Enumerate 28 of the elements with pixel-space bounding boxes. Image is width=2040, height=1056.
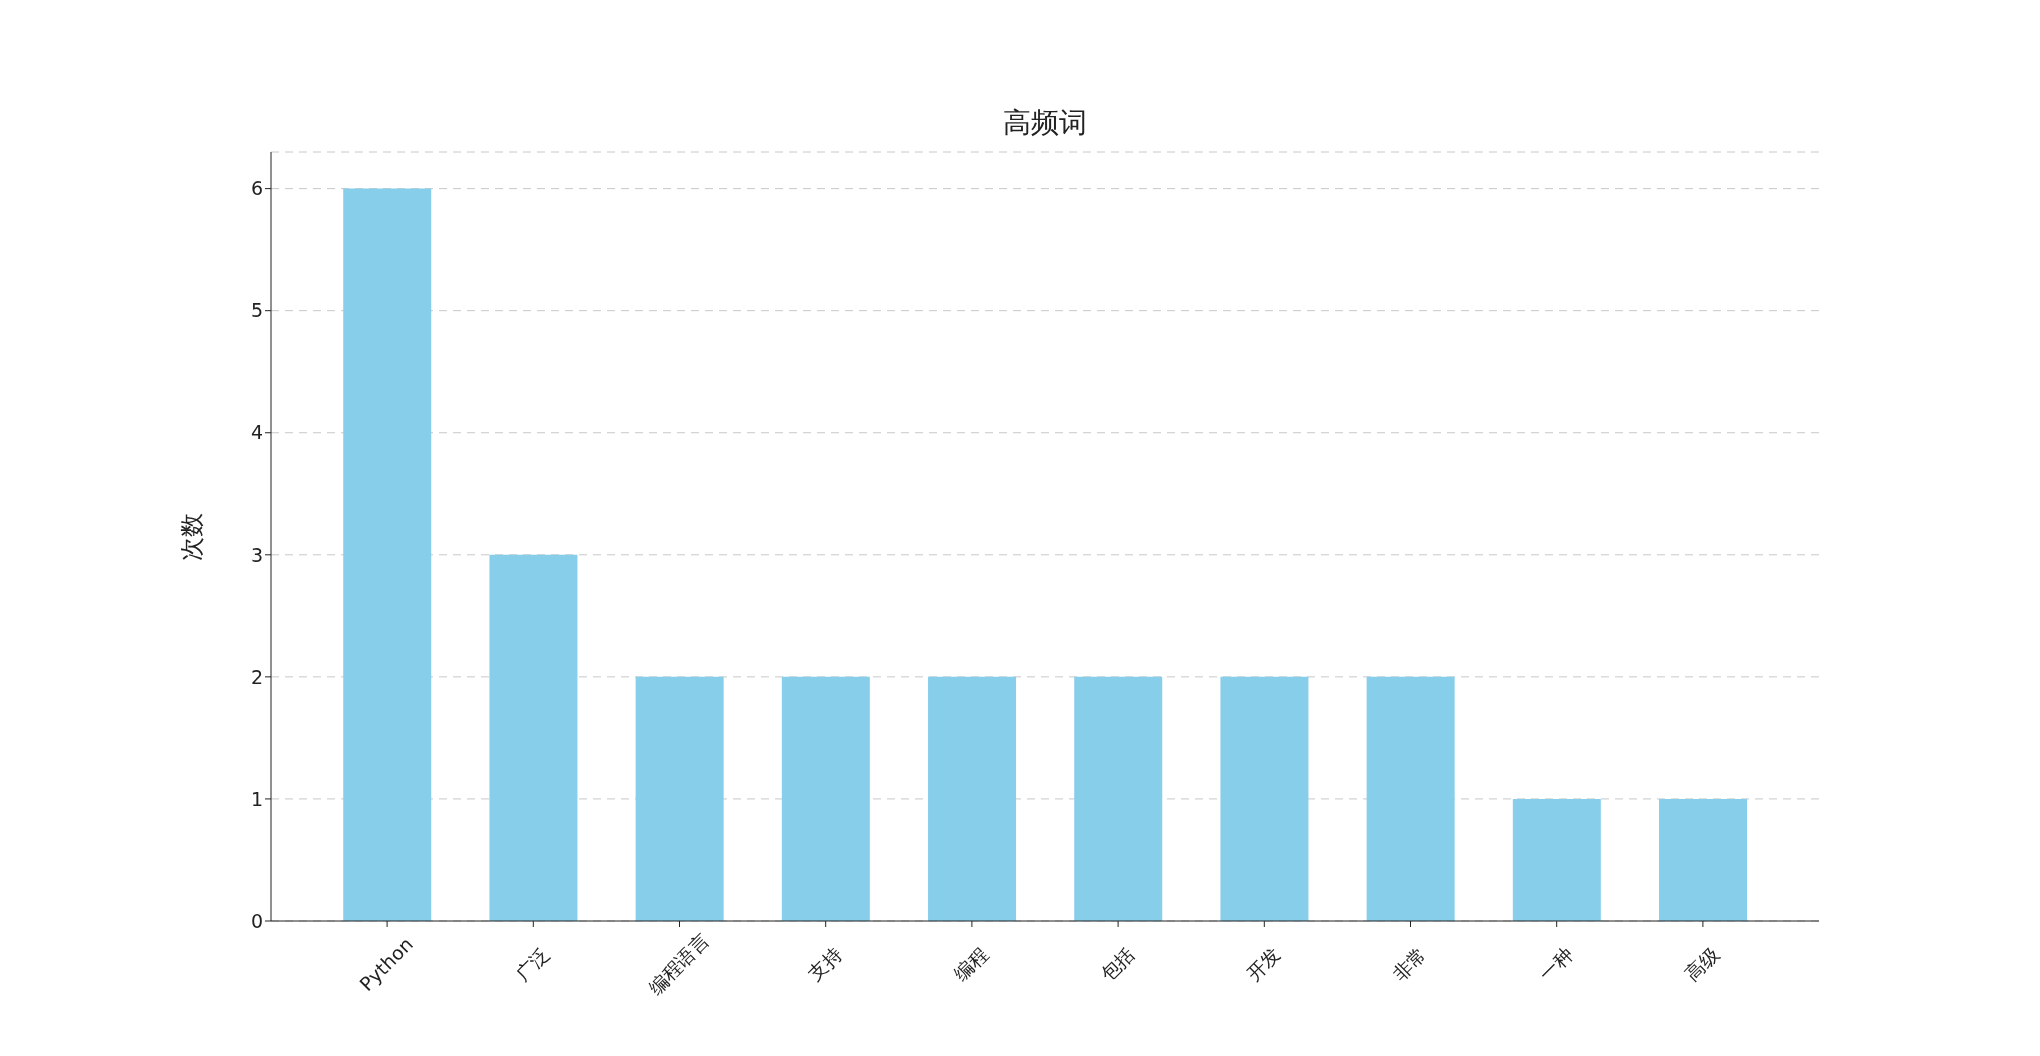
- bar: [1366, 676, 1455, 921]
- y-tick-label: 6: [250, 177, 263, 200]
- bar: [1074, 676, 1163, 921]
- bar: [489, 554, 578, 921]
- bar: [1512, 798, 1601, 921]
- y-axis-title: 次数: [177, 512, 206, 561]
- bar: [781, 676, 870, 921]
- chart-title: 高频词: [1002, 105, 1088, 141]
- y-tick-label: 4: [250, 421, 263, 444]
- x-tick-label: 编程语言: [643, 929, 714, 999]
- x-tick-label: 包括: [1095, 942, 1139, 986]
- y-tick-label: 2: [250, 665, 263, 688]
- x-tick-label: 一种: [1534, 942, 1577, 986]
- y-tick-label: 3: [250, 543, 263, 566]
- y-tick-label: 1: [250, 787, 263, 810]
- x-tick-label: 支持: [803, 942, 846, 986]
- bar: [928, 676, 1017, 921]
- bar: [635, 676, 724, 921]
- y-tick-label: 0: [250, 909, 263, 932]
- x-tick-label: 编程: [949, 942, 993, 986]
- bar: [1659, 798, 1748, 921]
- x-tick-label: 广泛: [511, 942, 554, 986]
- x-tick-label: 高级: [1680, 942, 1724, 986]
- bar: [343, 188, 432, 921]
- x-tick-label: 非常: [1388, 942, 1431, 986]
- y-tick-label: 5: [250, 299, 263, 322]
- bar: [1220, 676, 1309, 921]
- x-tick-label: 开发: [1242, 942, 1285, 986]
